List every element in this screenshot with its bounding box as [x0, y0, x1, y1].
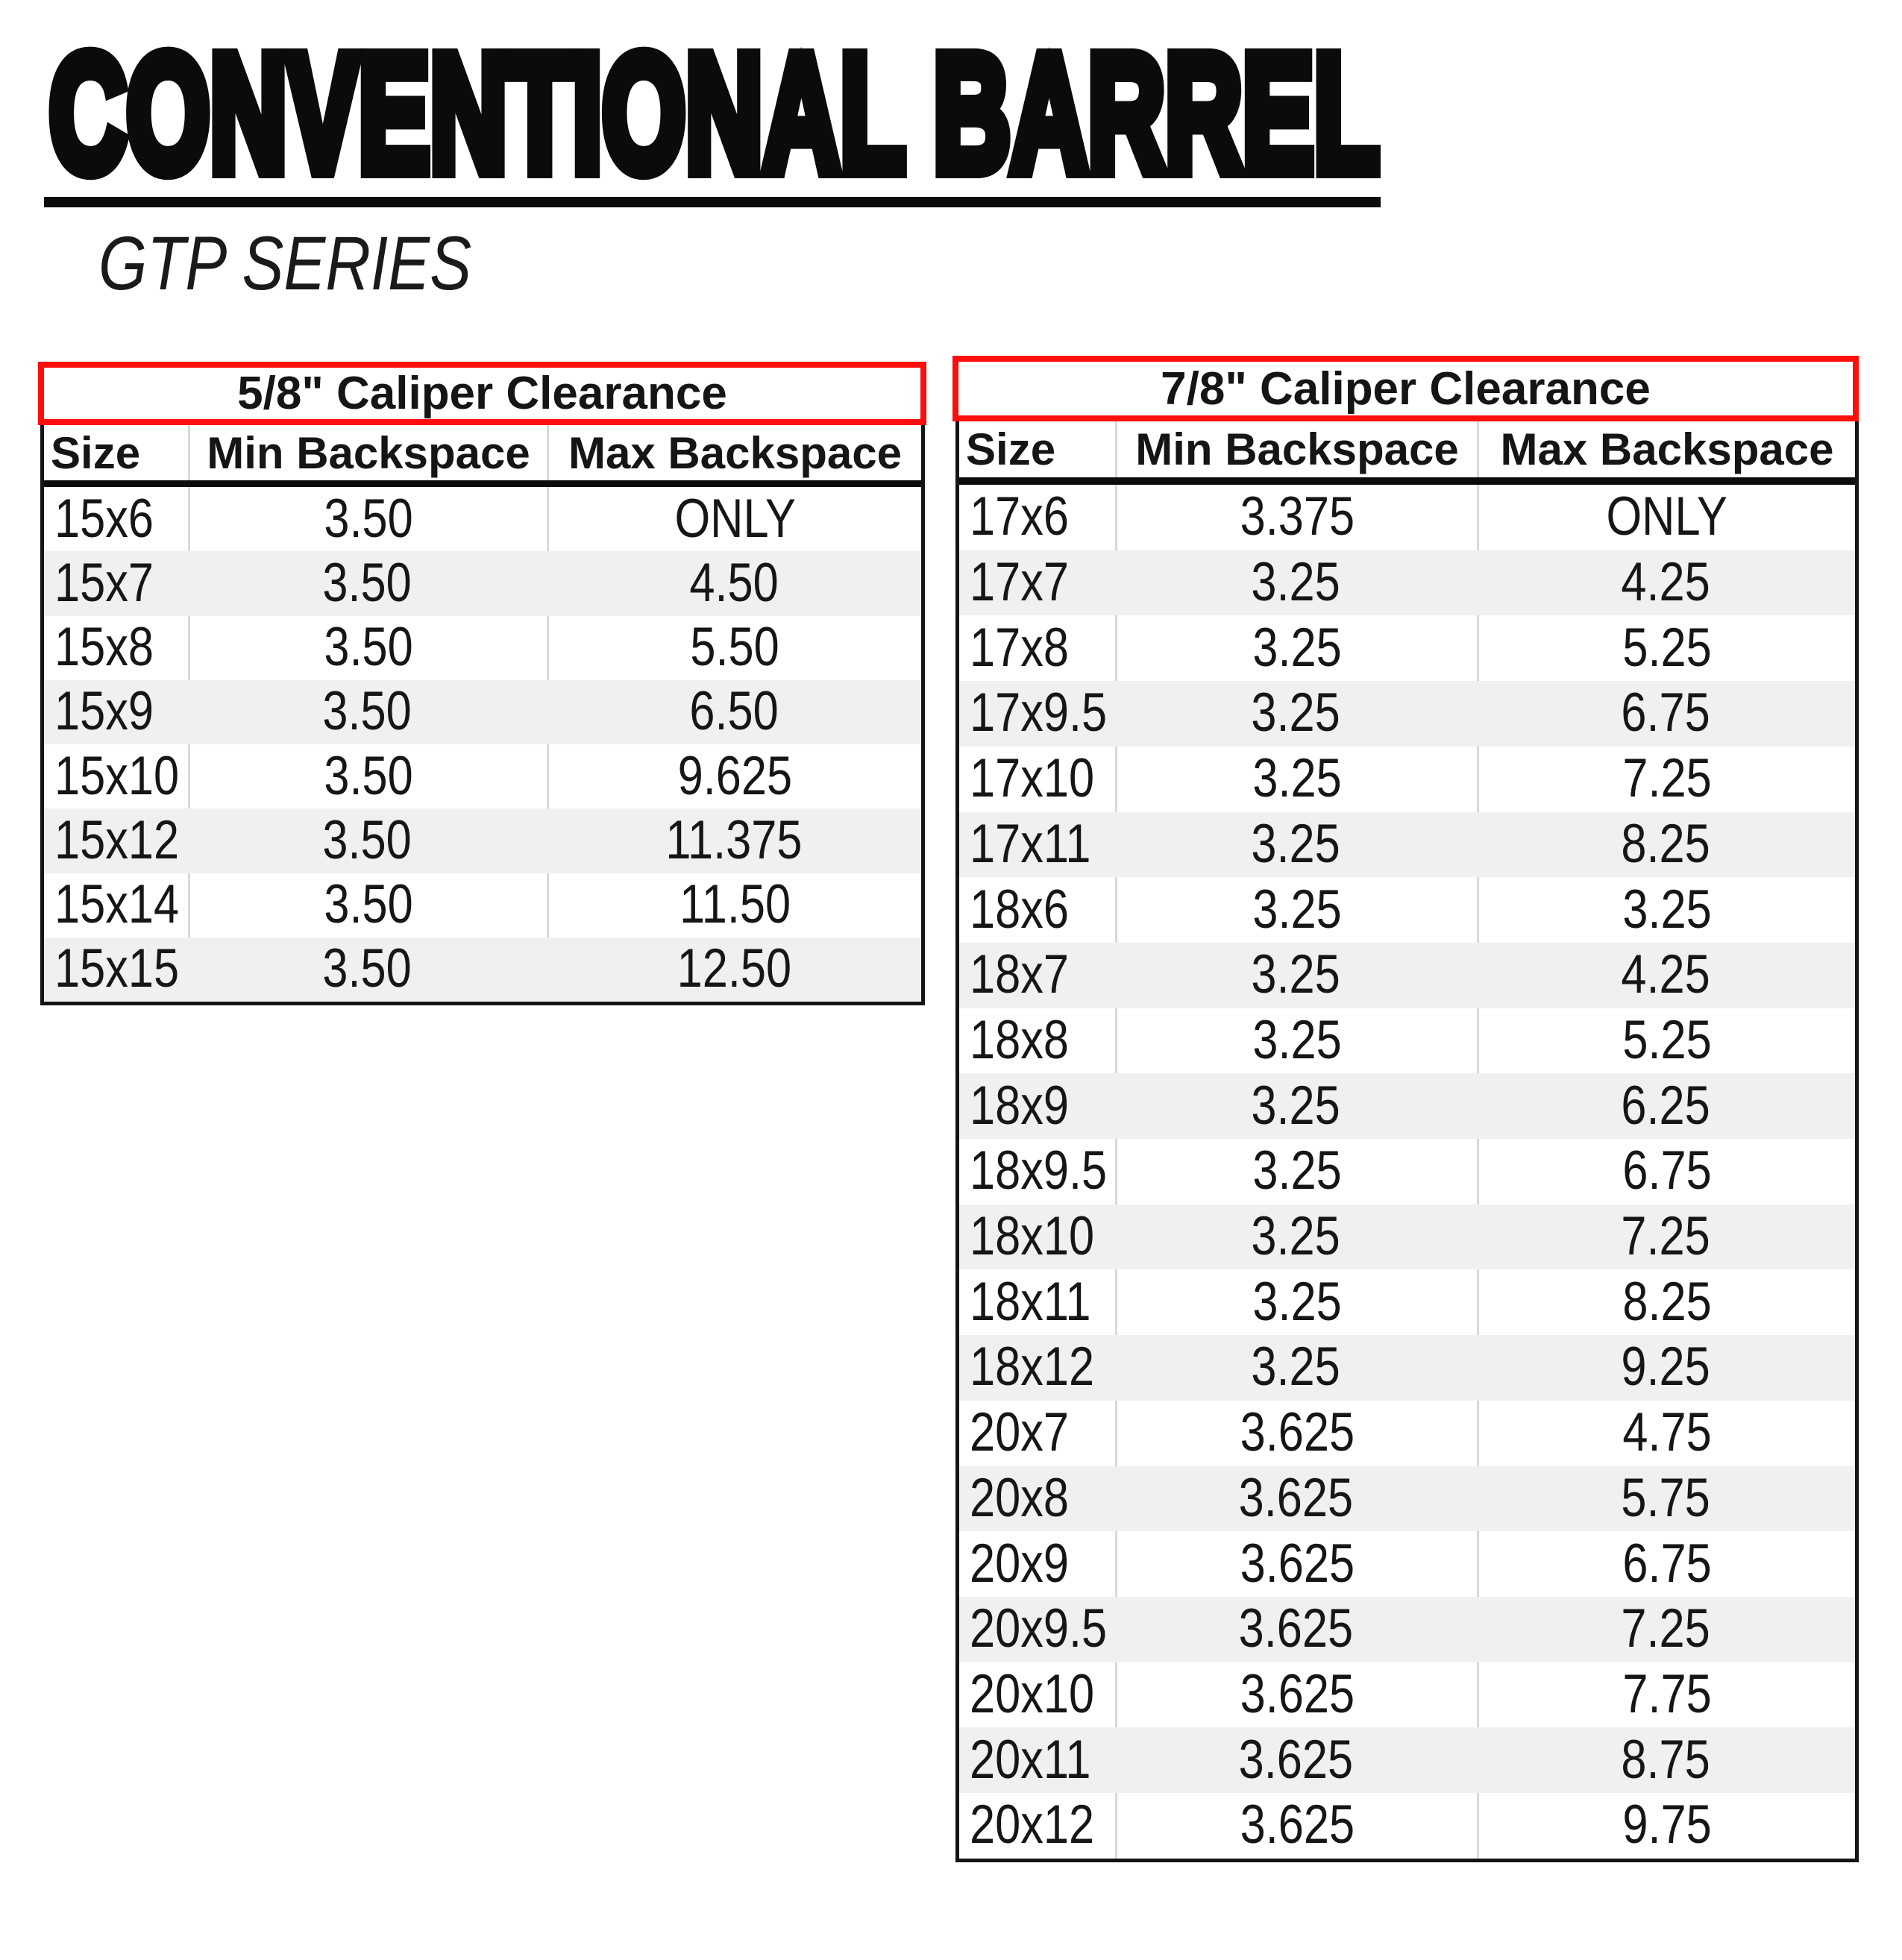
svg-text:GTP SERIES: GTP SERIES	[98, 221, 471, 306]
svg-text:CONVENTIONAL BARREL: CONVENTIONAL BARREL	[49, 20, 1379, 207]
